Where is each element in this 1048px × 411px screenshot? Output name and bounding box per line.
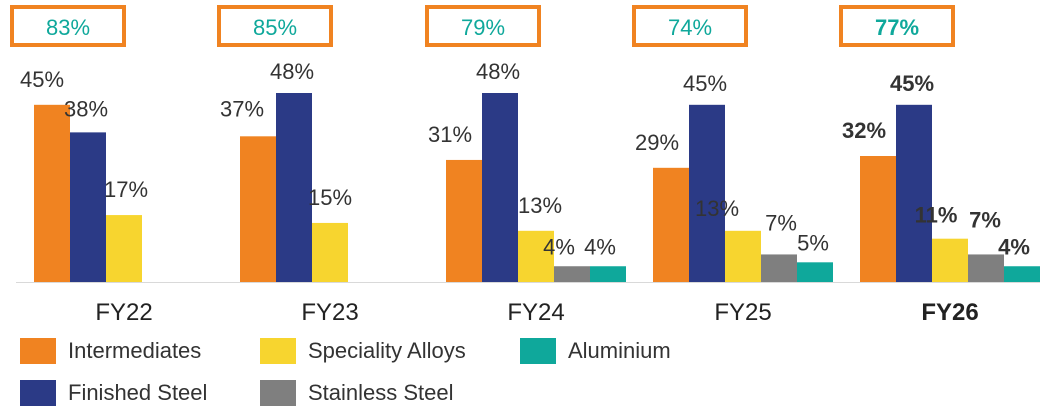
data-label-fy26-speciality-alloys: 11% <box>915 203 958 228</box>
legend-swatch-stainless-steel <box>260 380 296 406</box>
bar-fy26-aluminium <box>1004 266 1040 282</box>
summary-box-fy26 <box>839 5 955 47</box>
bar-fy26-finished-steel <box>896 104 932 282</box>
bar-fy24-stainless-steel <box>554 266 590 282</box>
bar-fy26-speciality-alloys <box>932 238 968 282</box>
summary-box-fy24 <box>425 5 541 47</box>
legend-swatch-intermediates <box>20 338 56 364</box>
bar-fy25-aluminium <box>797 262 833 282</box>
bar-fy22-finished-steel <box>70 132 106 282</box>
legend-label: Speciality Alloys <box>308 338 466 363</box>
data-label-fy25-aluminium: 5% <box>797 230 829 255</box>
data-label-fy22-intermediates: 45% <box>20 67 64 92</box>
summary-label-fy24: 79% <box>461 15 505 40</box>
data-label-fy25-finished-steel: 45% <box>683 71 727 96</box>
bar-fy24-aluminium <box>590 266 626 282</box>
data-label-fy24-finished-steel: 48% <box>476 59 520 84</box>
data-label-fy23-speciality-alloys: 15% <box>308 185 352 210</box>
data-label-fy22-speciality-alloys: 17% <box>104 177 148 202</box>
data-label-fy24-intermediates: 31% <box>428 122 472 147</box>
data-label-fy26-intermediates: 32% <box>842 118 886 143</box>
summary-label-fy23: 85% <box>253 15 297 40</box>
bar-chart: 83%45%38%17%FY2285%37%48%15%FY2379%31%48… <box>10 5 1040 326</box>
legend-label: Finished Steel <box>68 380 208 405</box>
summary-box-fy23 <box>217 5 333 47</box>
category-label-fy26: FY26 <box>921 299 978 326</box>
legend-item-finished-steel: Finished Steel <box>20 378 207 408</box>
legend-item-aluminium: Aluminium <box>520 336 671 366</box>
legend-swatch-finished-steel <box>20 380 56 406</box>
data-label-fy25-stainless-steel: 7% <box>765 210 797 235</box>
bar-fy25-stainless-steel <box>761 254 797 282</box>
bar-fy26-stainless-steel <box>968 254 1004 282</box>
data-label-fy22-finished-steel: 38% <box>64 96 108 121</box>
bar-fy22-intermediates <box>34 104 70 282</box>
legend-label: Intermediates <box>68 338 202 363</box>
bar-fy24-intermediates <box>446 159 482 282</box>
legend-item-intermediates: Intermediates <box>20 336 201 366</box>
summary-box-fy25 <box>632 5 748 47</box>
summary-label-fy25: 74% <box>668 15 712 40</box>
bar-fy24-speciality-alloys <box>518 230 554 282</box>
data-label-fy26-aluminium: 4% <box>998 234 1030 259</box>
data-label-fy23-intermediates: 37% <box>220 96 264 121</box>
data-label-fy23-finished-steel: 48% <box>270 59 314 84</box>
bar-fy25-finished-steel <box>689 104 725 282</box>
bar-fy23-intermediates <box>240 136 276 282</box>
bar-fy24-finished-steel <box>482 93 518 282</box>
category-label-fy24: FY24 <box>507 299 564 326</box>
bar-fy22-speciality-alloys <box>106 215 142 282</box>
bar-fy25-intermediates <box>653 167 689 282</box>
legend-label: Stainless Steel <box>308 380 454 405</box>
legend-swatch-speciality-alloys <box>260 338 296 364</box>
legend-item-speciality-alloys: Speciality Alloys <box>260 336 466 366</box>
category-label-fy23: FY23 <box>301 299 358 326</box>
data-label-fy26-finished-steel: 45% <box>890 71 934 96</box>
data-label-fy25-intermediates: 29% <box>635 130 679 155</box>
legend-item-stainless-steel: Stainless Steel <box>260 378 454 408</box>
category-label-fy22: FY22 <box>95 299 152 326</box>
data-label-fy25-speciality-alloys: 13% <box>695 196 739 221</box>
summary-label-fy26: 77% <box>875 15 919 40</box>
bar-fy26-intermediates <box>860 156 896 282</box>
bar-fy23-finished-steel <box>276 93 312 282</box>
summary-box-fy22 <box>10 5 126 47</box>
data-label-fy24-stainless-steel: 4% <box>543 234 575 259</box>
bar-fy23-speciality-alloys <box>312 222 348 282</box>
legend-swatch-aluminium <box>520 338 556 364</box>
summary-label-fy22: 83% <box>46 15 90 40</box>
bar-fy25-speciality-alloys <box>725 230 761 282</box>
data-label-fy26-stainless-steel: 7% <box>969 207 1001 232</box>
data-label-fy24-speciality-alloys: 13% <box>518 193 562 218</box>
data-label-fy24-aluminium: 4% <box>584 234 616 259</box>
legend-label: Aluminium <box>568 338 671 363</box>
category-label-fy25: FY25 <box>714 299 771 326</box>
